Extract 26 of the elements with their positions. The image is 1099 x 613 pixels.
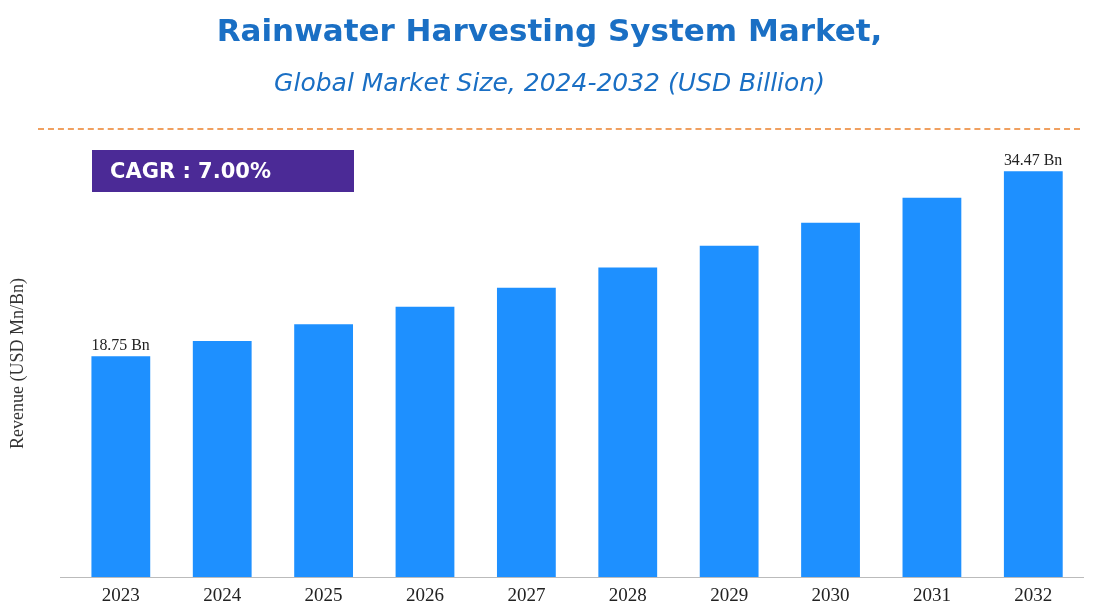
x-tick-label: 2024 [203, 583, 242, 605]
bar [496, 287, 556, 577]
bar [801, 222, 860, 577]
bar [395, 306, 455, 577]
y-axis-title: Revenue (USD Mn/Bn) [7, 278, 28, 449]
x-tick-label: 2029 [710, 583, 749, 605]
x-tick-label: 2025 [304, 583, 343, 605]
x-tick-label: 2031 [912, 583, 951, 605]
x-tick-label: 2026 [405, 583, 444, 605]
x-tick-label: 2028 [608, 583, 647, 605]
bar [91, 356, 151, 577]
bar [902, 197, 962, 577]
x-tick-label: 2027 [507, 583, 546, 605]
data-label: 18.75 Bn [91, 335, 150, 353]
data-label: 34.47 Bn [1003, 150, 1063, 168]
badge: CAGR : 7.00% [92, 150, 354, 192]
x-tick-label: 2023 [101, 583, 140, 605]
bar [294, 324, 354, 577]
bar [699, 245, 759, 577]
chart-title: Rainwater Harvesting System Market, [215, 12, 884, 48]
x-tick-label: 2032 [1014, 583, 1053, 605]
bar [192, 340, 252, 577]
bar [1003, 171, 1063, 577]
bar [598, 267, 658, 577]
chart-subtitle: Global Market Size, 2024-2032 (USD Billion) [273, 68, 826, 97]
x-tick-label: 2030 [811, 583, 850, 605]
